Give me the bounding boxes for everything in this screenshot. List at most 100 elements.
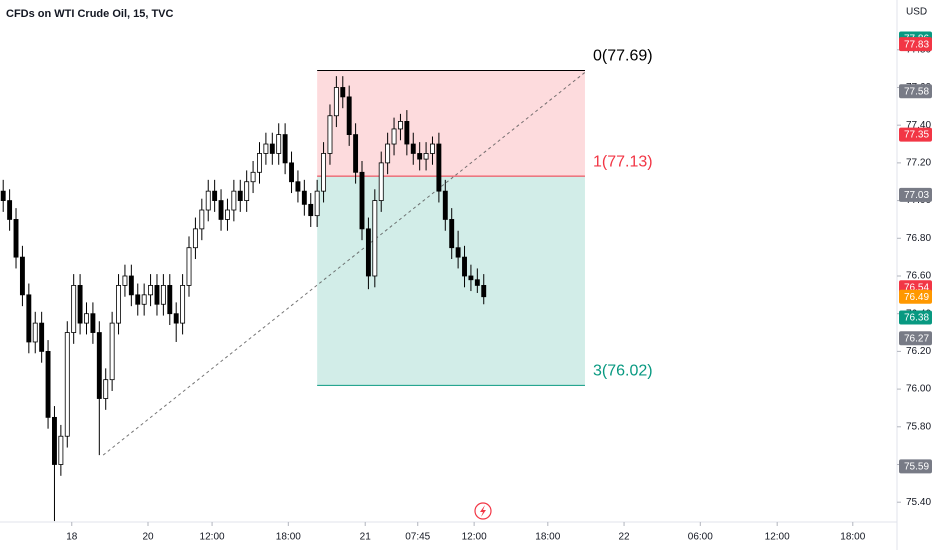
candle-body <box>257 153 262 173</box>
candle-body <box>154 285 160 305</box>
x-tick-label: 12:00 <box>200 532 225 543</box>
candle-body <box>84 313 89 324</box>
price-label-bg <box>899 37 932 52</box>
y-tick-label: 76.00 <box>906 384 931 395</box>
candle-body <box>32 322 38 343</box>
y-tick-label: 77.40 <box>906 120 931 131</box>
price-label: 77.03 <box>904 190 929 201</box>
candle-body <box>333 87 339 117</box>
candle-body <box>218 200 224 220</box>
candle-body <box>116 285 121 324</box>
candle-body <box>282 134 288 164</box>
y-tick-label: 76.20 <box>906 346 931 357</box>
x-tick-label: 18 <box>66 532 78 543</box>
candle-body <box>250 171 256 183</box>
chart-title: CFDs on WTI Crude Oil, 15, TVC <box>6 8 174 20</box>
fib-label: 1(77.13) <box>593 153 653 170</box>
candle-body <box>173 313 179 324</box>
price-scale: 75.4075.6075.8076.0076.2076.4076.6076.80… <box>897 31 932 508</box>
fib-zone <box>317 70 585 177</box>
candle-body <box>19 256 25 296</box>
price-label: 76.49 <box>904 292 929 303</box>
price-label-bg <box>899 289 932 304</box>
candle-body <box>346 96 352 136</box>
candle-body <box>417 153 423 160</box>
candle-body <box>160 285 166 305</box>
candle-body <box>58 435 64 465</box>
candle-body <box>237 190 243 201</box>
candle-body <box>378 162 384 201</box>
y-tick-label: 76.60 <box>906 271 931 282</box>
price-label-bg <box>899 331 932 346</box>
candle-body <box>205 190 211 211</box>
candle-body <box>64 332 70 437</box>
candle-body <box>295 181 301 192</box>
candle-body <box>263 143 269 154</box>
candle-body <box>359 171 365 230</box>
price-label: 77.83 <box>904 39 929 50</box>
candle-body <box>372 200 378 277</box>
candle-body <box>474 279 480 286</box>
fib-label: 0(77.69) <box>593 48 653 65</box>
x-tick-label: 20 <box>142 532 154 543</box>
candle-body <box>77 285 83 324</box>
price-label-bg <box>899 459 932 474</box>
candle-body <box>128 275 134 296</box>
candle-body <box>462 256 467 277</box>
candle-body <box>135 294 141 305</box>
y-tick-label: 76.80 <box>906 233 931 244</box>
x-tick-label: 18:00 <box>840 532 865 543</box>
price-label-bg <box>899 310 932 325</box>
candle-body <box>397 121 403 130</box>
candle-body <box>423 153 429 160</box>
price-label-bg <box>899 127 932 142</box>
x-tick-label: 22 <box>618 532 630 543</box>
x-tick-label: 18:00 <box>276 532 301 543</box>
candle-body <box>327 115 333 154</box>
candle-body <box>442 190 448 220</box>
candle-body <box>321 153 327 192</box>
candle-body <box>449 219 455 249</box>
fib-label: 3(76.02) <box>593 363 653 380</box>
y-tick-label: 75.80 <box>906 421 931 432</box>
candle-body <box>39 322 45 352</box>
candle-body <box>103 379 109 399</box>
candle-body <box>148 285 154 296</box>
price-label: 75.59 <box>904 462 929 473</box>
candle-body <box>96 332 102 399</box>
x-tick-label: 12:00 <box>765 532 790 543</box>
candle-body <box>301 190 307 205</box>
candle-body <box>353 134 359 173</box>
candle-body <box>71 285 77 333</box>
candle-body <box>436 143 442 192</box>
candle-body <box>186 247 192 286</box>
candle-body <box>212 190 218 201</box>
candle-body <box>391 128 397 145</box>
lightning-icon[interactable] <box>474 502 492 520</box>
candle-body <box>122 275 128 286</box>
x-tick-label: 12:00 <box>462 532 487 543</box>
candle-body <box>199 209 205 230</box>
price-label-bg <box>899 187 932 202</box>
price-label: 76.54 <box>904 282 929 293</box>
candle-body <box>167 285 173 315</box>
candle-body <box>289 162 294 183</box>
candle-body <box>314 190 320 217</box>
candle-body <box>7 200 13 220</box>
candle-body <box>276 134 282 154</box>
y-tick-label: 75.40 <box>906 497 931 508</box>
x-tick-label: 21 <box>360 532 372 543</box>
candle-body <box>26 294 32 343</box>
candle-body <box>231 190 237 211</box>
y-tick-label: 77.20 <box>906 158 931 169</box>
candle-body <box>45 350 51 418</box>
candle-body <box>192 228 198 249</box>
candle-body <box>385 143 391 164</box>
price-label: 77.58 <box>904 86 929 97</box>
price-label: 76.27 <box>904 333 929 344</box>
candle-body <box>13 219 19 258</box>
x-tick-label: 06:00 <box>688 532 713 543</box>
currency: USD <box>906 7 927 18</box>
candle-body <box>404 121 410 145</box>
